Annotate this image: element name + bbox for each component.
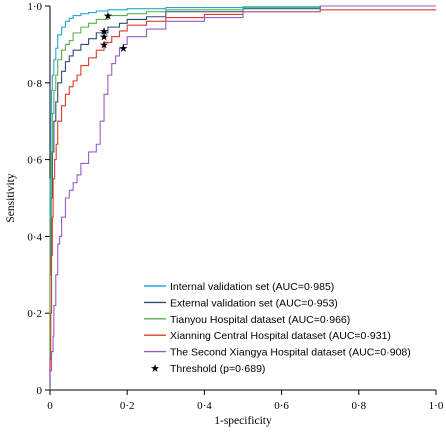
series-line-5 [49,5,436,390]
legend: Internal validation set (AUC=0·985) Exter… [144,281,411,375]
x-tick-label: 0·8 [351,400,366,412]
y-tick-label: 1·0 [27,1,42,13]
series-line-3 [49,5,436,390]
x-tick-label: 1·0 [429,400,444,412]
legend-label: The Second Xiangya Hospital dataset (AUC… [170,347,411,359]
threshold-marker: ★ [103,10,113,23]
axes: 0 0·2 0·4 0·6 0·8 1·0 0 0·2 0·4 0·6 0·8 1·0 1-specif… [5,1,444,427]
x-tick-label: 0·4 [197,400,212,412]
legend-threshold-marker: ★ [150,362,160,375]
threshold-marker: ★ [99,31,109,44]
threshold-marker: ★ [99,38,109,51]
legend-label-threshold: Threshold (p=0·689) [170,363,265,375]
series-layer [49,5,436,390]
series-line-1 [49,5,436,390]
y-tick-label: 0 [37,385,43,397]
x-tick-label: 0·2 [120,400,135,412]
threshold-marker: ★ [99,25,109,38]
y-axis-title: Sensitivity [5,173,17,222]
x-axis-title: 1-specificity [214,415,272,427]
threshold-marker: ★ [118,42,128,55]
legend-label: Xianning Central Hospital dataset (AUC=0… [170,330,391,342]
series-line-4 [49,9,436,390]
legend-label: Tianyou Hospital dataset (AUC=0·966) [170,314,350,326]
legend-label: Internal validation set (AUC=0·985) [170,281,334,293]
legend-label: External validation set (AUC=0·953) [170,297,338,309]
y-tick-label: 0·6 [27,155,42,167]
x-tick-label: 0·6 [274,400,289,412]
x-tick-label: 0 [47,400,53,412]
y-tick-label: 0·2 [27,308,42,320]
y-tick-label: 0·8 [27,78,42,90]
y-tick-label: 0·4 [27,231,42,243]
series-line-2 [49,5,436,390]
threshold-layer: ★★★★ ★ [99,10,128,56]
